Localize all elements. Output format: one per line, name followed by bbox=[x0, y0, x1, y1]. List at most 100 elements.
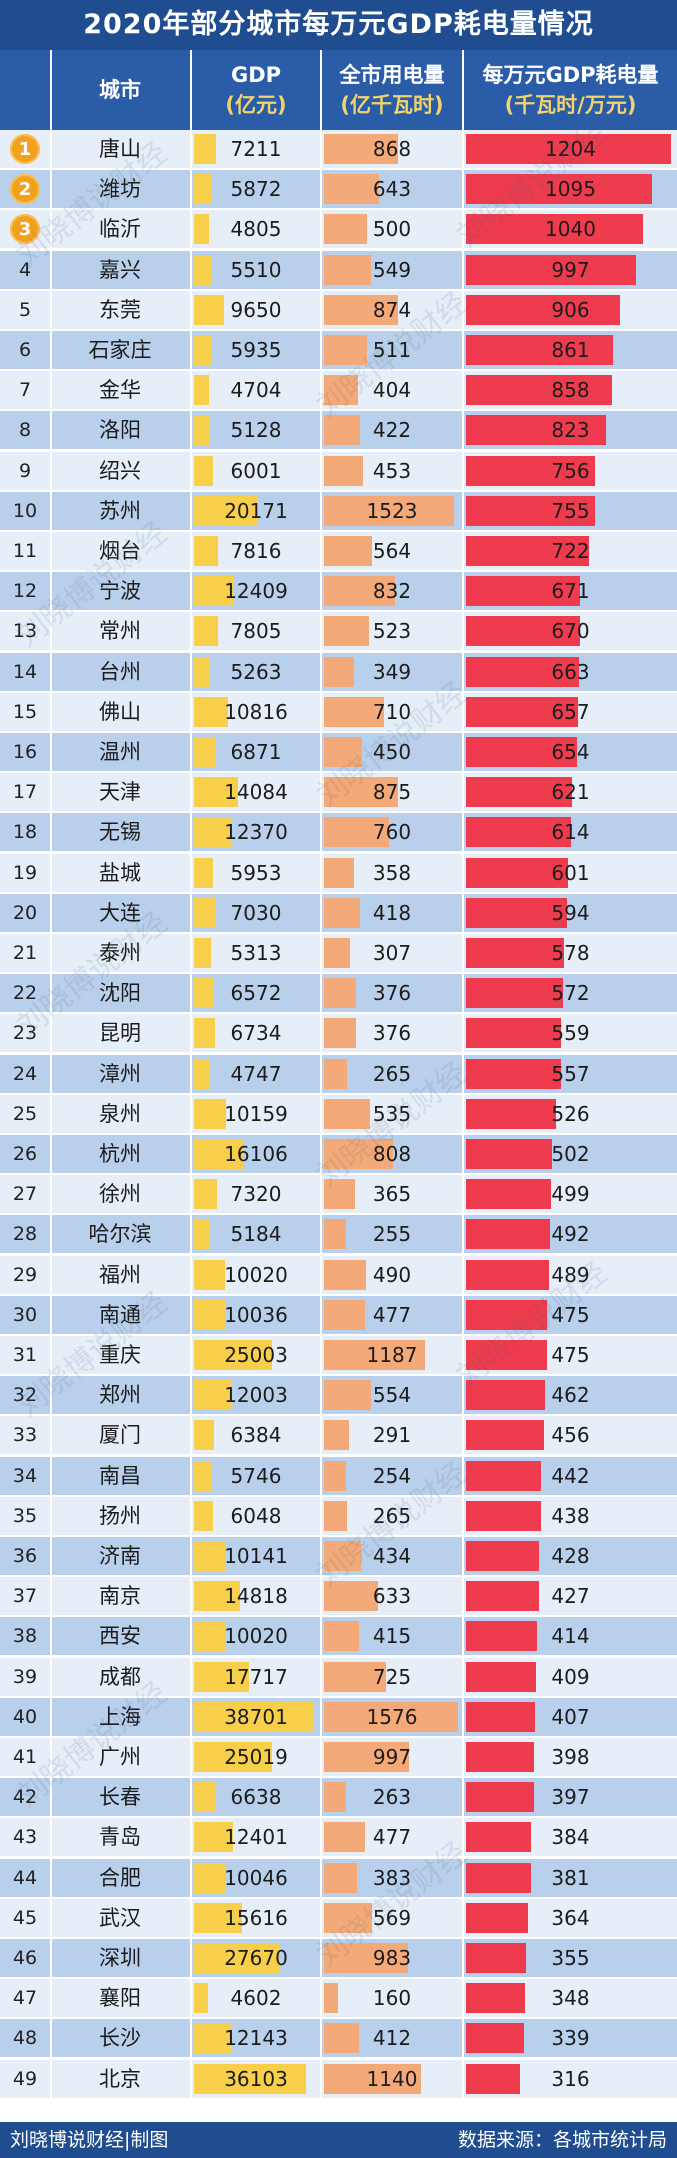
power-value: 265 bbox=[372, 1503, 412, 1528]
power-bar bbox=[324, 1139, 393, 1169]
gdp-value: 16106 bbox=[224, 1142, 288, 1166]
table-row: 13 常州 7805 523 670 bbox=[0, 612, 677, 651]
table-row: 4 嘉兴 5510 549 997 bbox=[0, 250, 677, 289]
intensity-bar bbox=[466, 1621, 537, 1652]
power-bar bbox=[324, 1742, 409, 1772]
power-bar bbox=[324, 335, 368, 365]
power-value: 1576 bbox=[366, 1704, 418, 1729]
power-bar bbox=[324, 375, 359, 406]
gdp-value: 20171 bbox=[224, 498, 288, 523]
city-name: 徐州 bbox=[99, 1182, 141, 1207]
intensity-bar bbox=[466, 1299, 547, 1330]
city-name: 哈尔滨 bbox=[88, 1222, 152, 1247]
gdp-value: 5746 bbox=[230, 1463, 282, 1488]
city-name: 长春 bbox=[99, 1785, 141, 1810]
intensity-value: 409 bbox=[551, 1664, 590, 1689]
gdp-bar bbox=[194, 1259, 226, 1290]
intensity-value: 384 bbox=[551, 1825, 590, 1850]
rank-number: 7 bbox=[18, 379, 32, 402]
rank-cell: 27 bbox=[0, 1175, 50, 1213]
header-gdp-label: GDP bbox=[230, 63, 282, 87]
city-name: 南京 bbox=[99, 1584, 141, 1609]
gdp-bar bbox=[194, 1742, 272, 1772]
city-name: 杭州 bbox=[99, 1142, 141, 1166]
header-city: 城市 bbox=[50, 50, 190, 130]
intensity-bar bbox=[466, 1782, 534, 1813]
power-value: 633 bbox=[372, 1584, 412, 1609]
power-bar bbox=[324, 1782, 347, 1813]
power-value: 875 bbox=[372, 780, 412, 805]
power-bar bbox=[324, 1661, 386, 1692]
rank-number: 12 bbox=[12, 580, 38, 603]
city-name: 台州 bbox=[99, 659, 141, 684]
table-row: 22 沈阳 6572 376 572 bbox=[0, 974, 677, 1013]
intensity-value: 559 bbox=[551, 1021, 590, 1046]
table-row: 46 深圳 27670 983 355 bbox=[0, 1939, 677, 1977]
rank-cell: 18 bbox=[0, 813, 50, 851]
gdp-bar bbox=[194, 1822, 233, 1853]
table-row: 3 临沂 4805 500 1040 bbox=[0, 210, 677, 249]
gdp-value: 12370 bbox=[224, 820, 288, 845]
power-value: 1523 bbox=[366, 498, 418, 523]
intensity-bar bbox=[466, 536, 589, 566]
rank-cell: 23 bbox=[0, 1014, 50, 1052]
power-bar bbox=[324, 1943, 408, 1973]
rank-number: 25 bbox=[12, 1102, 38, 1125]
rank-number: 42 bbox=[12, 1786, 38, 1809]
table-row: 19 盐城 5953 358 601 bbox=[0, 853, 677, 892]
gdp-value: 17717 bbox=[224, 1664, 288, 1689]
rank-number: 23 bbox=[12, 1022, 38, 1045]
power-bar bbox=[324, 1862, 357, 1893]
power-bar bbox=[324, 897, 360, 928]
gdp-bar bbox=[194, 1983, 209, 2014]
rank-cell: 47 bbox=[0, 1979, 50, 2017]
intensity-value: 997 bbox=[551, 257, 590, 282]
intensity-bar bbox=[466, 576, 581, 607]
intensity-value: 670 bbox=[551, 619, 590, 644]
intensity-value: 492 bbox=[551, 1222, 590, 1247]
gdp-bar bbox=[194, 978, 215, 1009]
gdp-bar bbox=[194, 254, 212, 285]
intensity-bar bbox=[466, 1098, 556, 1129]
intensity-value: 475 bbox=[551, 1343, 590, 1367]
power-value: 997 bbox=[372, 1745, 412, 1769]
rank-medal-icon: 1 bbox=[10, 134, 40, 164]
rank-number: 11 bbox=[12, 540, 38, 562]
rank-number: 32 bbox=[12, 1384, 38, 1407]
gdp-value: 6734 bbox=[230, 1021, 282, 1046]
city-name: 郑州 bbox=[99, 1383, 141, 1408]
table-row: 38 西安 10020 415 414 bbox=[0, 1617, 677, 1656]
intensity-bar bbox=[466, 817, 571, 848]
table-row: 44 合肥 10046 383 381 bbox=[0, 1858, 677, 1897]
intensity-value: 381 bbox=[551, 1865, 590, 1890]
rank-cell: 25 bbox=[0, 1095, 50, 1133]
power-bar bbox=[324, 536, 372, 566]
city-name: 石家庄 bbox=[88, 338, 152, 362]
table-row: 45 武汉 15616 569 364 bbox=[0, 1898, 677, 1937]
intensity-value: 438 bbox=[551, 1503, 590, 1528]
power-value: 383 bbox=[372, 1865, 412, 1890]
intensity-bar bbox=[466, 777, 572, 808]
gdp-value: 6001 bbox=[230, 458, 282, 483]
table-row: 12 宁波 12409 832 671 bbox=[0, 572, 677, 611]
power-bar bbox=[324, 1299, 365, 1330]
intensity-bar bbox=[466, 737, 578, 767]
intensity-value: 601 bbox=[551, 860, 590, 885]
city-name: 唐山 bbox=[99, 137, 141, 161]
intensity-bar bbox=[466, 1943, 527, 1973]
power-value: 291 bbox=[372, 1423, 412, 1448]
intensity-value: 614 bbox=[551, 820, 590, 845]
rank-number: 29 bbox=[12, 1263, 38, 1286]
gdp-bar bbox=[194, 415, 210, 446]
power-bar bbox=[324, 1018, 356, 1049]
table-row: 14 台州 5263 349 663 bbox=[0, 652, 677, 691]
intensity-bar bbox=[466, 1661, 536, 1692]
gdp-bar bbox=[194, 1139, 244, 1169]
power-bar bbox=[324, 857, 355, 888]
power-value: 453 bbox=[372, 458, 412, 483]
power-bar bbox=[324, 2063, 421, 2094]
intensity-bar bbox=[466, 1983, 526, 2014]
rank-cell: 48 bbox=[0, 2019, 50, 2057]
power-bar bbox=[324, 254, 371, 285]
intensity-value: 428 bbox=[551, 1544, 590, 1568]
